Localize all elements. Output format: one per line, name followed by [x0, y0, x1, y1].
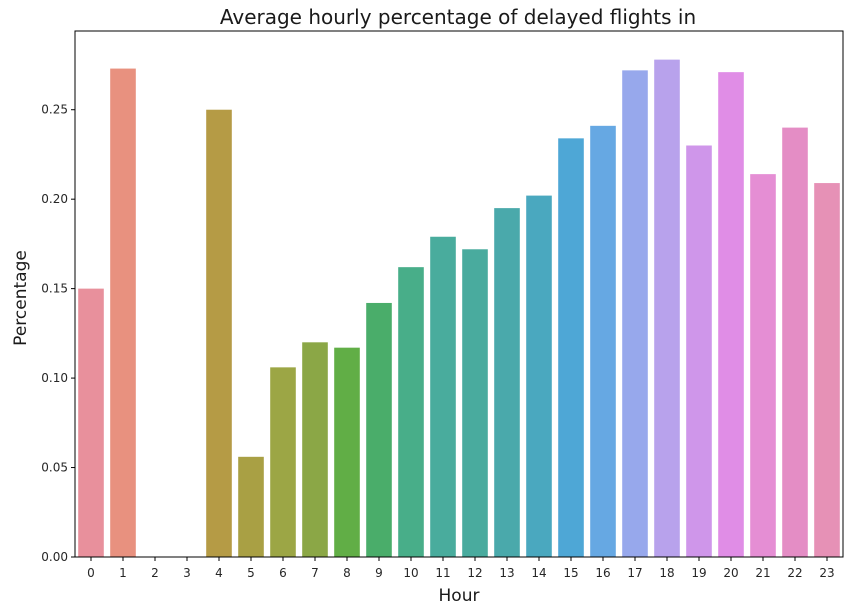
x-tick-label: 11: [435, 566, 450, 580]
x-tick-label: 5: [247, 566, 255, 580]
x-tick-label: 10: [403, 566, 418, 580]
bar-hour-19: [686, 145, 712, 557]
x-tick-label: 0: [87, 566, 95, 580]
x-tick-label: 6: [279, 566, 287, 580]
x-tick-label: 17: [627, 566, 642, 580]
x-tick-label: 8: [343, 566, 351, 580]
x-tick-label: 21: [755, 566, 770, 580]
bar-hour-20: [718, 72, 744, 558]
y-tick-label: 0.10: [41, 371, 68, 385]
bar-hour-0: [78, 288, 104, 557]
bar-hour-11: [430, 236, 456, 557]
bar-hour-22: [782, 127, 808, 558]
x-tick-label: 20: [723, 566, 738, 580]
bar-hour-6: [270, 367, 296, 557]
bars-group: [78, 59, 840, 558]
plot-frame: [74, 30, 844, 558]
y-tick-label: 0.05: [41, 461, 68, 475]
bar-hour-5: [238, 456, 264, 557]
x-tick-label: 7: [311, 566, 319, 580]
y-axis-label: Percentage: [11, 250, 31, 346]
bar-hour-8: [334, 347, 360, 557]
x-tick-label: 4: [215, 566, 223, 580]
x-tick-label: 19: [691, 566, 706, 580]
x-tick-label: 18: [659, 566, 674, 580]
bar-hour-1: [110, 68, 136, 557]
x-tick-label: 14: [531, 566, 546, 580]
bar-hour-23: [814, 183, 840, 557]
x-tick-label: 2: [151, 566, 159, 580]
x-tick-label: 23: [819, 566, 834, 580]
x-tick-label: 1: [119, 566, 127, 580]
bar-hour-7: [302, 342, 328, 557]
x-tick-label: 9: [375, 566, 383, 580]
y-tick-label: 0.25: [41, 103, 68, 117]
y-axis: 0.00 0.05 0.10 0.15 0.20 0.25: [41, 103, 75, 564]
x-axis-label: Hour: [439, 586, 480, 606]
bar-hour-18: [654, 59, 680, 557]
bar-hour-9: [366, 302, 392, 557]
bar-hour-13: [494, 208, 520, 557]
bar-hour-10: [398, 267, 424, 557]
x-tick-label: 16: [595, 566, 610, 580]
y-tick-label: 0.20: [41, 192, 68, 206]
bar-hour-15: [558, 138, 584, 557]
x-tick-label: 22: [787, 566, 802, 580]
x-tick-label: 3: [183, 566, 191, 580]
bar-hour-17: [622, 70, 648, 558]
bar-hour-4: [206, 109, 232, 557]
y-tick-label: 0.15: [41, 282, 68, 296]
bar-hour-14: [526, 195, 552, 557]
x-tick-label: 15: [563, 566, 578, 580]
chart-title: Average hourly percentage of delayed fli…: [220, 5, 696, 29]
x-tick-label: 13: [499, 566, 514, 580]
bar-hour-12: [462, 249, 488, 557]
bar-hour-21: [750, 174, 776, 557]
y-tick-label: 0.00: [41, 550, 68, 564]
x-axis: 0 1 2 3 4 5 6 7 8 9 10 11 12 13 14 15 16 17 18 19 20 21 22 23: [87, 557, 835, 580]
bar-hour-16: [590, 125, 616, 557]
x-tick-label: 12: [467, 566, 482, 580]
